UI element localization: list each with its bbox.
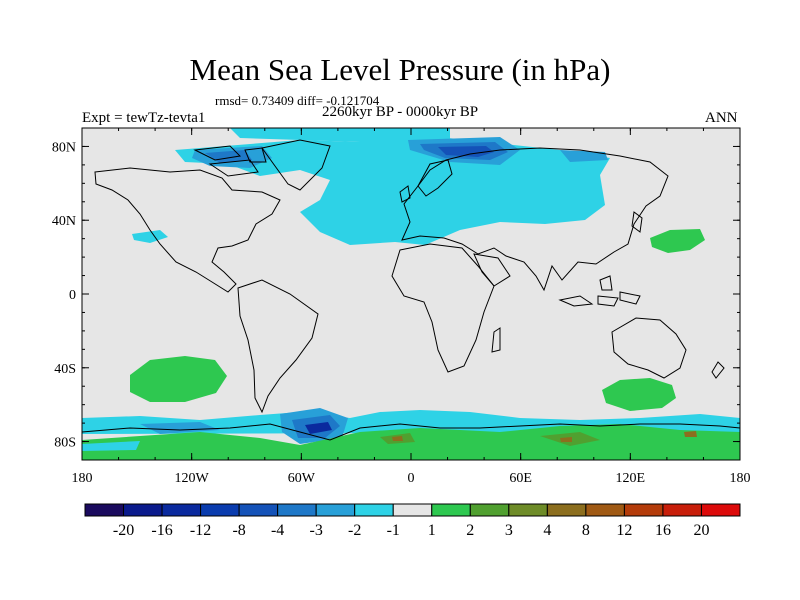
coast-british-isles — [399, 185, 411, 203]
colorbar-label: -3 — [310, 522, 323, 539]
coastlines — [81, 139, 741, 441]
colorbar-label: -1 — [387, 522, 400, 539]
x-tick-label: 120E — [616, 471, 646, 486]
coast-indonesia — [558, 275, 641, 307]
x-tick-label: 0 — [408, 471, 415, 486]
y-tick-label: 0 — [69, 288, 76, 303]
anomaly-ross-lightblue — [140, 422, 220, 434]
y-axis-labels: 80N 40N 0 40S 80S — [52, 140, 76, 450]
colorbar-swatch — [161, 503, 202, 517]
x-tick-label: 60W — [288, 471, 316, 486]
colorbar-label: -16 — [151, 522, 172, 539]
anomaly-arctic-cyan — [230, 128, 450, 142]
anomaly-antarctica-brown-b — [684, 431, 697, 437]
anomaly-antarctica-brown-a — [392, 436, 403, 441]
colorbar-label: -20 — [113, 522, 134, 539]
x-tick-label: 120W — [175, 471, 210, 486]
anomaly-barents-darkblue — [438, 146, 494, 157]
colorbar-swatch — [392, 503, 433, 517]
colorbar-swatch — [431, 503, 471, 517]
x-tick-label: 60E — [509, 471, 532, 486]
coast-antarctica — [81, 423, 741, 441]
coast-new-zealand — [711, 361, 725, 379]
colorbar-swatch — [200, 503, 240, 517]
colorbar-swatch — [585, 503, 625, 517]
anomaly-south-indian-green — [602, 378, 676, 411]
coast-scandinavia — [417, 159, 453, 197]
colorbar-label: 20 — [693, 522, 709, 539]
coast-arctic-islands — [193, 145, 267, 177]
colorbar-swatch — [662, 503, 702, 517]
colorbar-label: 8 — [582, 522, 590, 539]
colorbar — [84, 503, 741, 517]
colorbar-swatch — [238, 503, 279, 517]
time-period-label: 2260kyr BP - 0000kyr BP — [322, 104, 479, 120]
y-tick-label: 40S — [54, 362, 76, 377]
pressure-anomaly-fields — [82, 128, 740, 460]
colorbar-swatch — [315, 503, 356, 517]
coast-japan — [631, 211, 643, 233]
map-title: Mean Sea Level Pressure (in hPa) — [189, 52, 611, 87]
coast-north-america — [94, 167, 281, 293]
anomaly-nw-pacific-green — [650, 229, 705, 253]
colorbar-label: 1 — [428, 522, 436, 539]
colorbar-swatch — [546, 503, 587, 517]
colorbar-label: -4 — [271, 522, 284, 539]
coast-south-america — [237, 279, 319, 414]
colorbar-swatch — [700, 503, 741, 517]
colorbar-label: -12 — [190, 522, 211, 539]
anomaly-south-pacific-green — [130, 356, 227, 402]
colorbar-label: 12 — [616, 522, 632, 539]
anomaly-antarctica-cyan-patch — [82, 441, 140, 451]
season-label: ANN — [705, 110, 738, 126]
colorbar-label: 16 — [655, 522, 671, 539]
colorbar-swatch — [469, 503, 510, 517]
coast-greenland — [261, 139, 331, 191]
colorbar-label: 3 — [505, 522, 513, 539]
colorbar-label: -8 — [232, 522, 245, 539]
rmsd-diff-stats: rmsd= 0.73409 diff= -0.121704 — [215, 93, 380, 108]
anomaly-antarctica-brown-c — [560, 437, 572, 442]
axis-ticks — [81, 127, 741, 461]
coast-australia — [611, 317, 687, 379]
colorbar-label: 4 — [543, 522, 551, 539]
x-tick-label: 180 — [730, 471, 751, 486]
colorbar-labels: -20 -16 -12 -8 -4 -3 -2 -1 1 2 3 4 8 12 16 20 — [113, 522, 710, 539]
colorbar-label: -2 — [348, 522, 361, 539]
anomaly-weddell-navy — [305, 422, 332, 434]
colorbar-label: 2 — [466, 522, 474, 539]
coast-africa — [391, 243, 495, 373]
x-tick-label: 180 — [72, 471, 93, 486]
y-tick-label: 40N — [52, 214, 76, 229]
y-tick-label: 80N — [52, 140, 76, 155]
coast-eurasia — [401, 147, 669, 292]
anomaly-siberia-lightblue — [560, 150, 608, 162]
y-tick-label: 80S — [54, 436, 76, 451]
coast-arabia — [473, 253, 511, 287]
coast-madagascar — [491, 327, 501, 353]
anomaly-pacific-cyan — [132, 230, 168, 243]
colorbar-swatch — [84, 503, 125, 517]
colorbar-swatch — [623, 503, 664, 517]
experiment-label: Expt = tewTz-tevta1 — [82, 110, 206, 126]
colorbar-swatch — [508, 503, 548, 517]
colorbar-swatch — [277, 503, 317, 517]
x-axis-labels: 180 120W 60W 0 60E 120E 180 — [72, 471, 751, 486]
colorbar-swatch — [123, 503, 163, 517]
colorbar-swatch — [354, 503, 394, 517]
